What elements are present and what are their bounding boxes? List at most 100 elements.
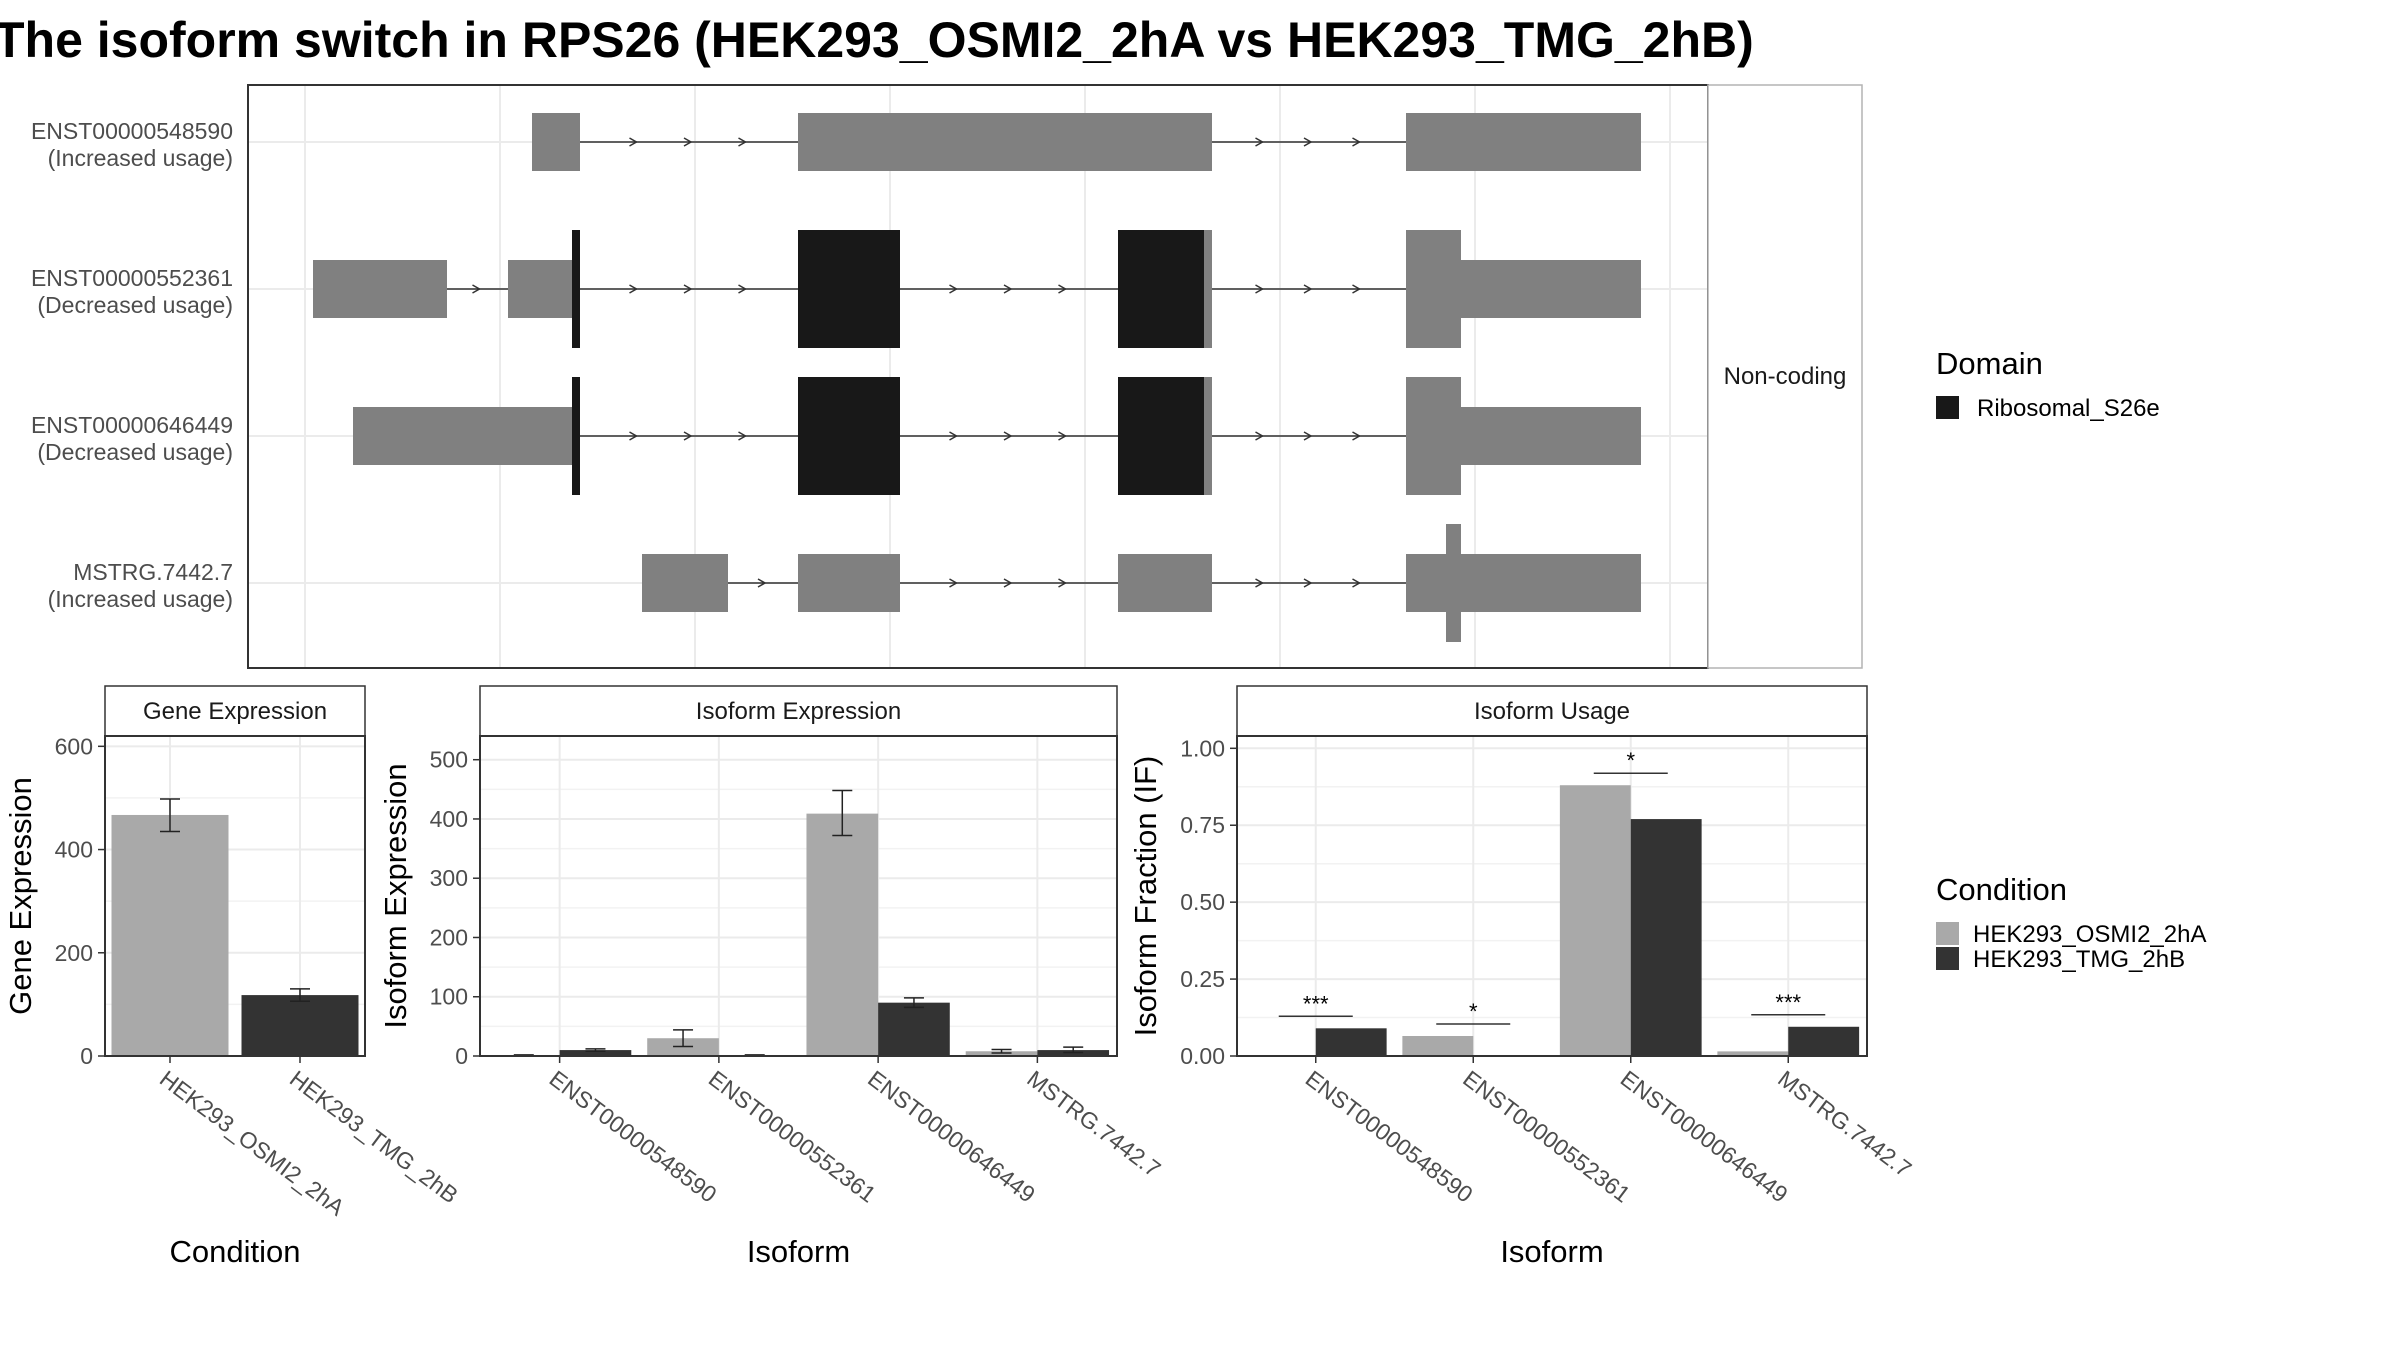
exon xyxy=(1204,377,1212,495)
transcript-label: ENST00000646449 xyxy=(31,412,233,438)
condition-legend-label: HEK293_TMG_2hB xyxy=(1973,946,2185,973)
x-axis-title: Isoform xyxy=(747,1234,850,1269)
intron-arrow xyxy=(1255,578,1265,588)
intron-arrow xyxy=(1303,137,1313,147)
significance-label: * xyxy=(1626,748,1635,773)
intron-arrow xyxy=(1303,284,1313,294)
intron-arrow xyxy=(1352,137,1362,147)
exon xyxy=(508,260,572,318)
transcript-label: ENST00000552361 xyxy=(31,265,233,291)
plot-border xyxy=(104,735,366,1057)
transcript-label: MSTRG.7442.7 xyxy=(73,559,233,585)
exon xyxy=(1461,407,1641,465)
intron-arrow xyxy=(1058,578,1068,588)
bar xyxy=(241,995,359,1056)
y-tick-label: 1.00 xyxy=(1180,735,1225,761)
condition-legend-key xyxy=(1936,947,1959,970)
bar xyxy=(559,1050,632,1056)
intron-arrow xyxy=(472,284,482,294)
transcript-usage-label: (Decreased usage) xyxy=(37,439,233,465)
intron-arrow xyxy=(629,284,639,294)
intron-arrow xyxy=(683,431,693,441)
bar xyxy=(1315,1028,1387,1056)
bar xyxy=(1630,819,1702,1056)
domain-legend-title: Domain xyxy=(1936,346,2043,381)
x-tick-label: ENST00000548590 xyxy=(1301,1065,1478,1207)
y-tick-label: 0.50 xyxy=(1180,889,1225,915)
bar xyxy=(1559,785,1631,1056)
y-tick-label: 400 xyxy=(55,837,93,863)
domain-exon xyxy=(572,230,580,348)
panel-title: Isoform Usage xyxy=(1474,698,1630,725)
panel-strip xyxy=(104,685,366,737)
domain-legend-key xyxy=(1936,396,1959,419)
condition-legend-label: HEK293_OSMI2_2hA xyxy=(1973,921,2206,948)
intron-arrow xyxy=(1352,578,1362,588)
domain-exon xyxy=(798,230,900,348)
bar xyxy=(1717,1051,1789,1056)
panel-strip xyxy=(1236,685,1868,737)
intron-arrow xyxy=(738,431,748,441)
exon xyxy=(1406,377,1461,495)
domain-exon xyxy=(1118,230,1204,348)
x-tick-label: ENST00000552361 xyxy=(1458,1065,1635,1207)
exon xyxy=(353,407,572,465)
panel-strip xyxy=(479,685,1118,737)
y-tick-label: 0 xyxy=(80,1043,93,1069)
significance-label: * xyxy=(1469,999,1478,1024)
intron-arrow xyxy=(1003,431,1013,441)
domain-exon xyxy=(798,377,900,495)
exon xyxy=(1446,524,1461,642)
y-tick-label: 500 xyxy=(430,747,468,773)
x-axis-title: Isoform xyxy=(1500,1234,1603,1269)
isoform-usage-panel: Isoform Usage*** *****0.000.250.500.751.0… xyxy=(1128,685,1917,1269)
x-tick-label: ENST00000646449 xyxy=(1616,1065,1793,1207)
intron-arrow xyxy=(1352,284,1362,294)
intron-arrow xyxy=(629,137,639,147)
x-axis-title: Condition xyxy=(170,1234,301,1269)
plot-border xyxy=(1236,735,1868,1057)
y-tick-label: 100 xyxy=(430,984,468,1010)
structure-strip xyxy=(1707,84,1863,669)
x-tick-label: ENST00000646449 xyxy=(863,1065,1040,1207)
intron-arrow xyxy=(1003,284,1013,294)
exon xyxy=(532,113,580,171)
panel-title: Isoform Expression xyxy=(696,698,901,725)
intron-arrow xyxy=(738,284,748,294)
intron-arrow xyxy=(683,284,693,294)
plot-background xyxy=(480,736,1117,1056)
y-tick-label: 0.25 xyxy=(1180,966,1225,992)
domain-exon xyxy=(1118,377,1204,495)
intron-arrow xyxy=(1352,431,1362,441)
panel-title: Gene Expression xyxy=(143,698,327,725)
y-tick-label: 0.75 xyxy=(1180,812,1225,838)
bar xyxy=(111,814,229,1056)
y-tick-label: 600 xyxy=(55,733,93,759)
exon xyxy=(1406,113,1641,171)
intron-arrow xyxy=(1255,137,1265,147)
y-tick-label: 300 xyxy=(430,865,468,891)
figure-title: The isoform switch in RPS26 (HEK293_OSMI… xyxy=(0,12,1754,68)
transcript-usage-label: (Decreased usage) xyxy=(37,292,233,318)
y-tick-label: 400 xyxy=(430,806,468,832)
intron-arrow xyxy=(949,431,959,441)
intron-arrow xyxy=(629,431,639,441)
condition-legend-key xyxy=(1936,922,1959,945)
condition-legend-title: Condition xyxy=(1936,872,2067,907)
plot-border xyxy=(479,735,1118,1057)
bar xyxy=(878,1002,950,1056)
significance-label: *** xyxy=(1303,991,1329,1016)
domain-legend: Domain Ribosomal_S26e xyxy=(1936,346,2160,422)
plot-background xyxy=(1237,736,1867,1056)
intron-arrow xyxy=(1255,431,1265,441)
y-axis-title: Isoform Expression xyxy=(378,763,413,1028)
bar xyxy=(1402,1036,1474,1056)
x-tick-label: ENST00000552361 xyxy=(704,1065,881,1207)
exon xyxy=(1406,230,1461,348)
x-tick-label: MSTRG.7442.7 xyxy=(1022,1065,1165,1182)
intron-arrow xyxy=(738,137,748,147)
domain-exon xyxy=(572,377,580,495)
